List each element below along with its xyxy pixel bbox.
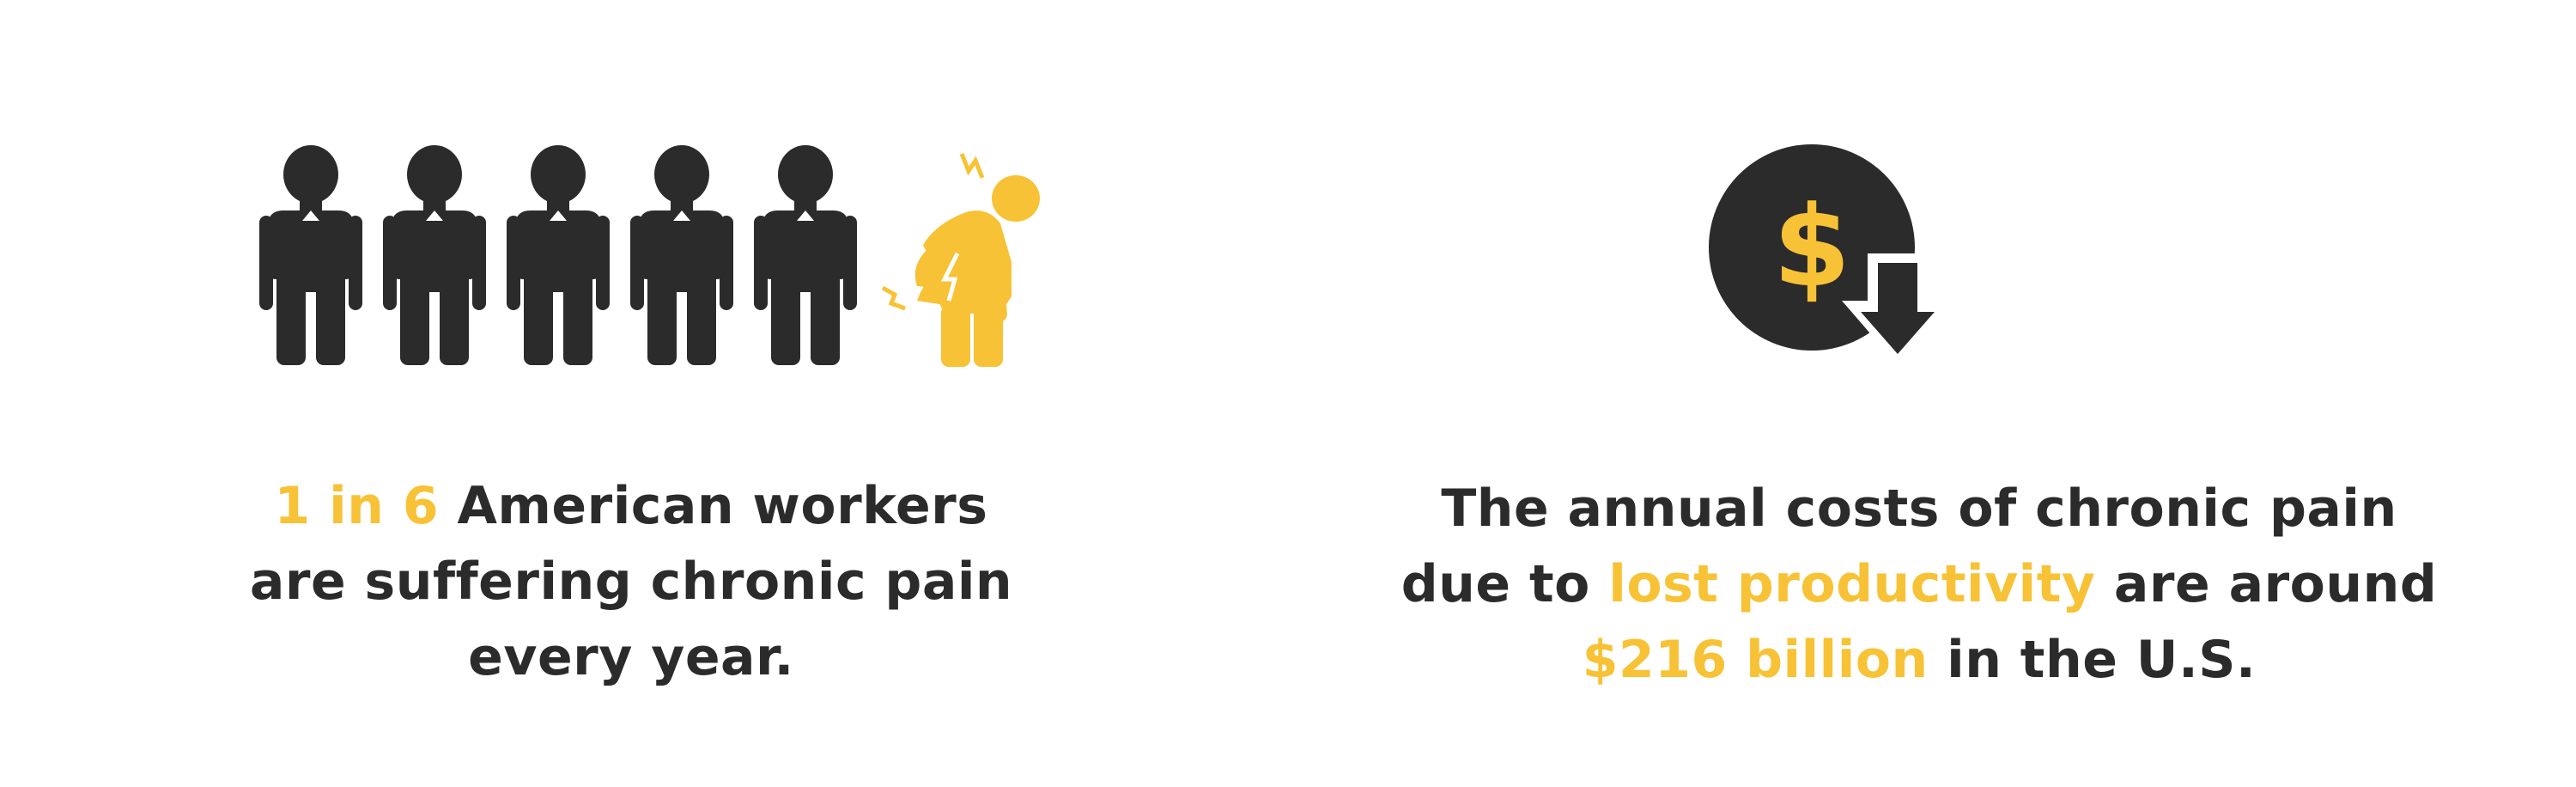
dollar-coin-down-arrow-icon: $ [1709, 144, 1953, 365]
stat-panel-costs: $ The annual costs of chronic pain due t… [1262, 0, 2576, 787]
workers-label: American workers [439, 476, 988, 536]
amount-highlight: $216 billion [1582, 630, 1929, 690]
workers-stat-line-1: 1 in 6 American workers [0, 468, 1262, 544]
down-arrow-icon [1861, 263, 1935, 354]
person-icon [259, 145, 362, 365]
costs-stat-line-2: due to lost productivity are around [1262, 546, 2576, 622]
costs-stat-line-1: The annual costs of chronic pain [1441, 479, 2397, 539]
person-icon [630, 145, 733, 365]
person-icon [754, 145, 857, 365]
costs-stat-line-3: $216 billion in the U.S. [1262, 622, 2576, 698]
workers-stat-line-2: are suffering chronic pain [249, 552, 1013, 612]
person-icon [507, 145, 610, 365]
person-icon [383, 145, 486, 365]
costs-stat-text: The annual costs of chronic pain due to … [1262, 471, 2576, 698]
person-in-pain-icon [914, 175, 1040, 367]
pain-spark-icon [881, 153, 985, 311]
costs-line-2-suffix: are around [2095, 554, 2438, 614]
ratio-highlight: 1 in 6 [274, 476, 440, 536]
workers-stat-line-3: every year. [468, 627, 794, 687]
dollar-sign-icon: $ [1773, 181, 1850, 312]
costs-line-2-prefix: due to [1400, 554, 1609, 614]
costs-line-3-suffix: in the U.S. [1928, 630, 2257, 690]
lost-productivity-highlight: lost productivity [1608, 554, 2096, 614]
workers-stat-text: 1 in 6 American workers are suffering ch… [0, 468, 1262, 695]
stat-panel-workers: 1 in 6 American workers are suffering ch… [0, 0, 1262, 787]
people-row-icon [259, 145, 1040, 367]
